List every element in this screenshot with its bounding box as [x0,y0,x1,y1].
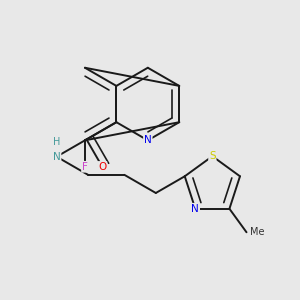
Text: F: F [82,162,88,172]
Text: S: S [209,151,216,161]
Text: N: N [144,135,152,146]
Text: H: H [53,137,60,147]
Text: O: O [98,162,106,172]
Text: N: N [53,152,61,162]
Text: N: N [191,204,199,214]
Text: Me: Me [250,227,264,237]
